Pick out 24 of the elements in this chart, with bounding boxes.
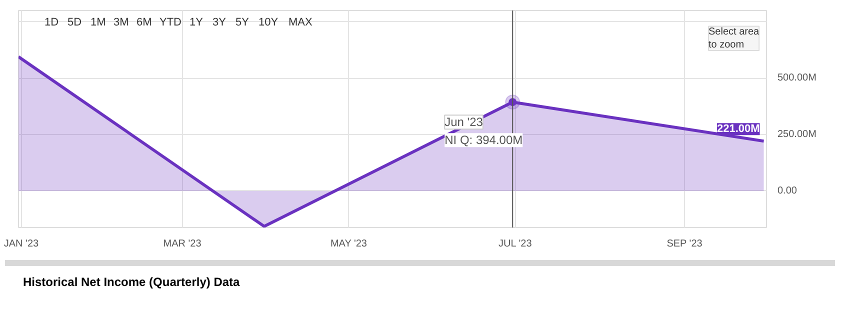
annotation: Select area to zoom xyxy=(708,26,760,50)
annotation: Jun '23 xyxy=(444,115,484,130)
y-tick-label: 0.00 xyxy=(778,185,798,196)
annotation: 3M xyxy=(114,16,129,28)
annotation: MAX xyxy=(288,16,313,28)
x-tick-label: JAN '23 xyxy=(4,238,40,250)
x-tick-label: MAY '23 xyxy=(330,238,368,250)
annotation: 3Y xyxy=(212,16,227,28)
y-tick-label: 250.00M xyxy=(778,129,816,140)
annotation: 5Y xyxy=(236,16,250,28)
annotation: 6M xyxy=(136,16,152,28)
text: Historical Net Income (Quarterly) Data xyxy=(23,274,240,291)
annotation: 1D xyxy=(44,16,59,28)
annotation: 1Y xyxy=(190,16,204,28)
annotation: 5D xyxy=(68,16,82,28)
x-tick-label: JUL '23 xyxy=(498,238,532,250)
annotation: YTD xyxy=(160,16,182,28)
data-label: 221.00M xyxy=(716,123,760,136)
annotation: 10Y xyxy=(258,16,279,28)
annotation: 1M xyxy=(90,16,106,28)
annotation: NI Q: 394.00M xyxy=(444,133,523,148)
y-tick-label: 500.00M xyxy=(778,72,816,84)
x-tick-label: MAR '23 xyxy=(163,238,202,250)
x-tick-label: SEP '23 xyxy=(666,238,703,250)
